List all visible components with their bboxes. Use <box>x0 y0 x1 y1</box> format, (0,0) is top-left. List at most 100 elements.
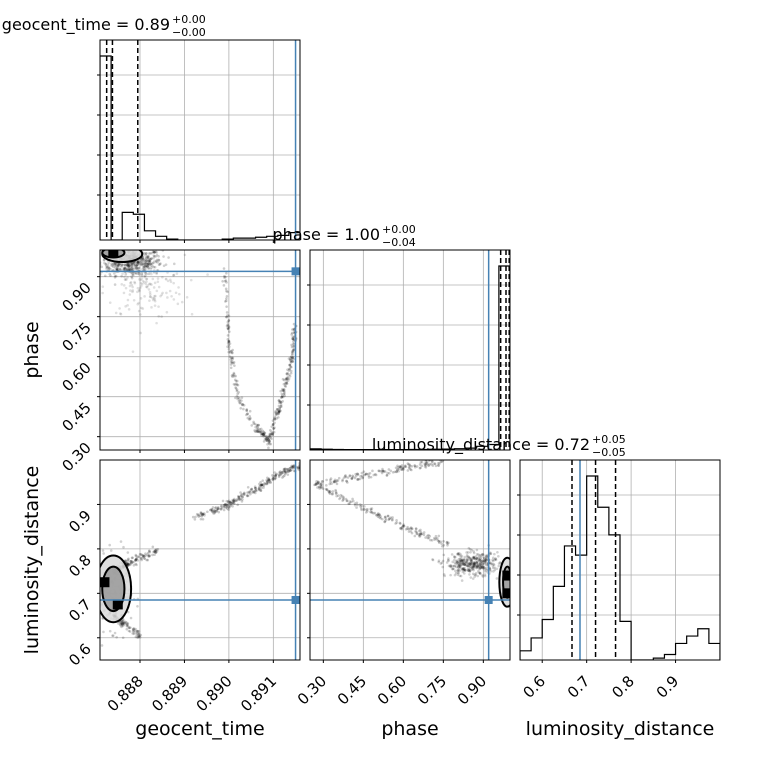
scatter-point <box>130 263 134 267</box>
scatter-point <box>278 401 281 405</box>
scatter-point <box>414 530 417 533</box>
scatter-point <box>467 562 471 566</box>
scatter-point <box>394 466 398 470</box>
scatter-point <box>281 377 285 381</box>
scatter-point <box>120 620 124 624</box>
scatter-point <box>283 390 286 394</box>
scatter-point <box>273 426 276 430</box>
scatter-point <box>135 266 138 270</box>
scatter-point <box>107 266 111 270</box>
tick-labels: 0.888 0.889 0.890 0.891 0.30 0.45 0.60 0.75 0.90… <box>58 279 682 715</box>
scatter-point <box>314 483 317 487</box>
scatter-point <box>137 632 140 635</box>
scatter-point <box>259 430 262 434</box>
scatter-point <box>458 562 461 566</box>
scatter-point <box>231 498 235 502</box>
scatter-point <box>107 266 111 269</box>
panel-content <box>100 40 300 240</box>
scatter-point <box>275 417 278 420</box>
scatter-point <box>288 363 291 367</box>
scatter-point <box>227 343 231 347</box>
scatter-point <box>271 423 275 426</box>
scatter-point <box>240 396 244 399</box>
scatter-point <box>137 271 141 275</box>
scatter-point <box>132 632 136 636</box>
scatter-point <box>462 568 466 572</box>
scatter-point <box>125 627 129 631</box>
scatter-point <box>134 558 138 562</box>
title-luminosity_distance: luminosity_distance = 0.72 +0.05−0.05 <box>372 433 626 459</box>
scatter-point <box>373 511 377 515</box>
scatter-point <box>469 576 473 579</box>
scatter-point <box>321 480 325 483</box>
scatter-point <box>117 622 120 625</box>
scatter-point <box>145 277 148 281</box>
scatter-point <box>139 553 143 556</box>
scatter-point <box>227 339 231 343</box>
scatter-point <box>478 563 482 566</box>
scatter-point <box>415 530 418 534</box>
scatter-point <box>473 563 476 566</box>
scatter-point <box>212 509 216 512</box>
scatter-point <box>116 267 119 271</box>
scatter-point <box>130 275 133 278</box>
scatter-point <box>316 486 319 489</box>
scatter-point <box>143 265 146 268</box>
scatter-point <box>225 305 228 308</box>
scatter-point <box>130 276 134 280</box>
scatter-point <box>136 632 139 635</box>
scatter-point <box>136 266 140 270</box>
scatter-point <box>458 569 462 572</box>
scatter-point <box>131 285 134 289</box>
scatter-point <box>289 358 293 362</box>
scatter-point <box>279 473 283 476</box>
scatter-point <box>481 565 484 568</box>
scatter-point <box>146 262 150 265</box>
scatter-point <box>291 464 295 468</box>
scatter-point <box>162 264 166 268</box>
scatter-point <box>258 430 261 434</box>
scatter-point <box>216 507 220 510</box>
scatter-point <box>330 482 333 485</box>
scatter-point <box>414 527 418 530</box>
scatter-point <box>377 513 380 517</box>
scatter-point <box>268 478 271 482</box>
scatter-point <box>120 622 123 625</box>
scatter-point <box>251 491 254 494</box>
hist-bin <box>709 643 720 660</box>
scatter-point <box>122 284 126 287</box>
scatter-point <box>136 559 140 562</box>
scatter-point <box>131 556 134 560</box>
scatter-point <box>451 567 454 571</box>
scatter-point <box>134 558 138 561</box>
scatter-point <box>135 266 138 269</box>
scatter-point <box>142 554 146 558</box>
scatter-point <box>271 476 275 480</box>
scatter-point <box>461 560 465 563</box>
title-minus: −0.00 <box>172 26 206 39</box>
scatter-point <box>376 515 380 519</box>
scatter-point <box>143 274 147 278</box>
scatter-point <box>291 466 294 469</box>
scatter-point <box>144 282 148 286</box>
scatter-point <box>148 299 151 302</box>
scatter-point <box>420 460 424 464</box>
scatter-point <box>395 470 398 473</box>
scatter-point <box>216 505 220 509</box>
scatter-point <box>137 555 141 559</box>
scatter-point <box>274 475 277 478</box>
scatter-point <box>463 572 466 575</box>
scatter-point <box>367 472 370 476</box>
scatter-point <box>428 462 432 466</box>
scatter-point <box>225 503 228 507</box>
scatter-point <box>136 267 139 270</box>
scatter-point <box>335 491 338 495</box>
scatter-point <box>419 530 423 534</box>
scatter-point <box>147 252 151 255</box>
scatter-point <box>225 295 229 298</box>
scatter-point <box>474 557 478 561</box>
scatter-point <box>135 557 138 561</box>
scatter-point <box>287 468 290 471</box>
scatter-point <box>471 566 474 570</box>
scatter-point <box>209 508 213 512</box>
